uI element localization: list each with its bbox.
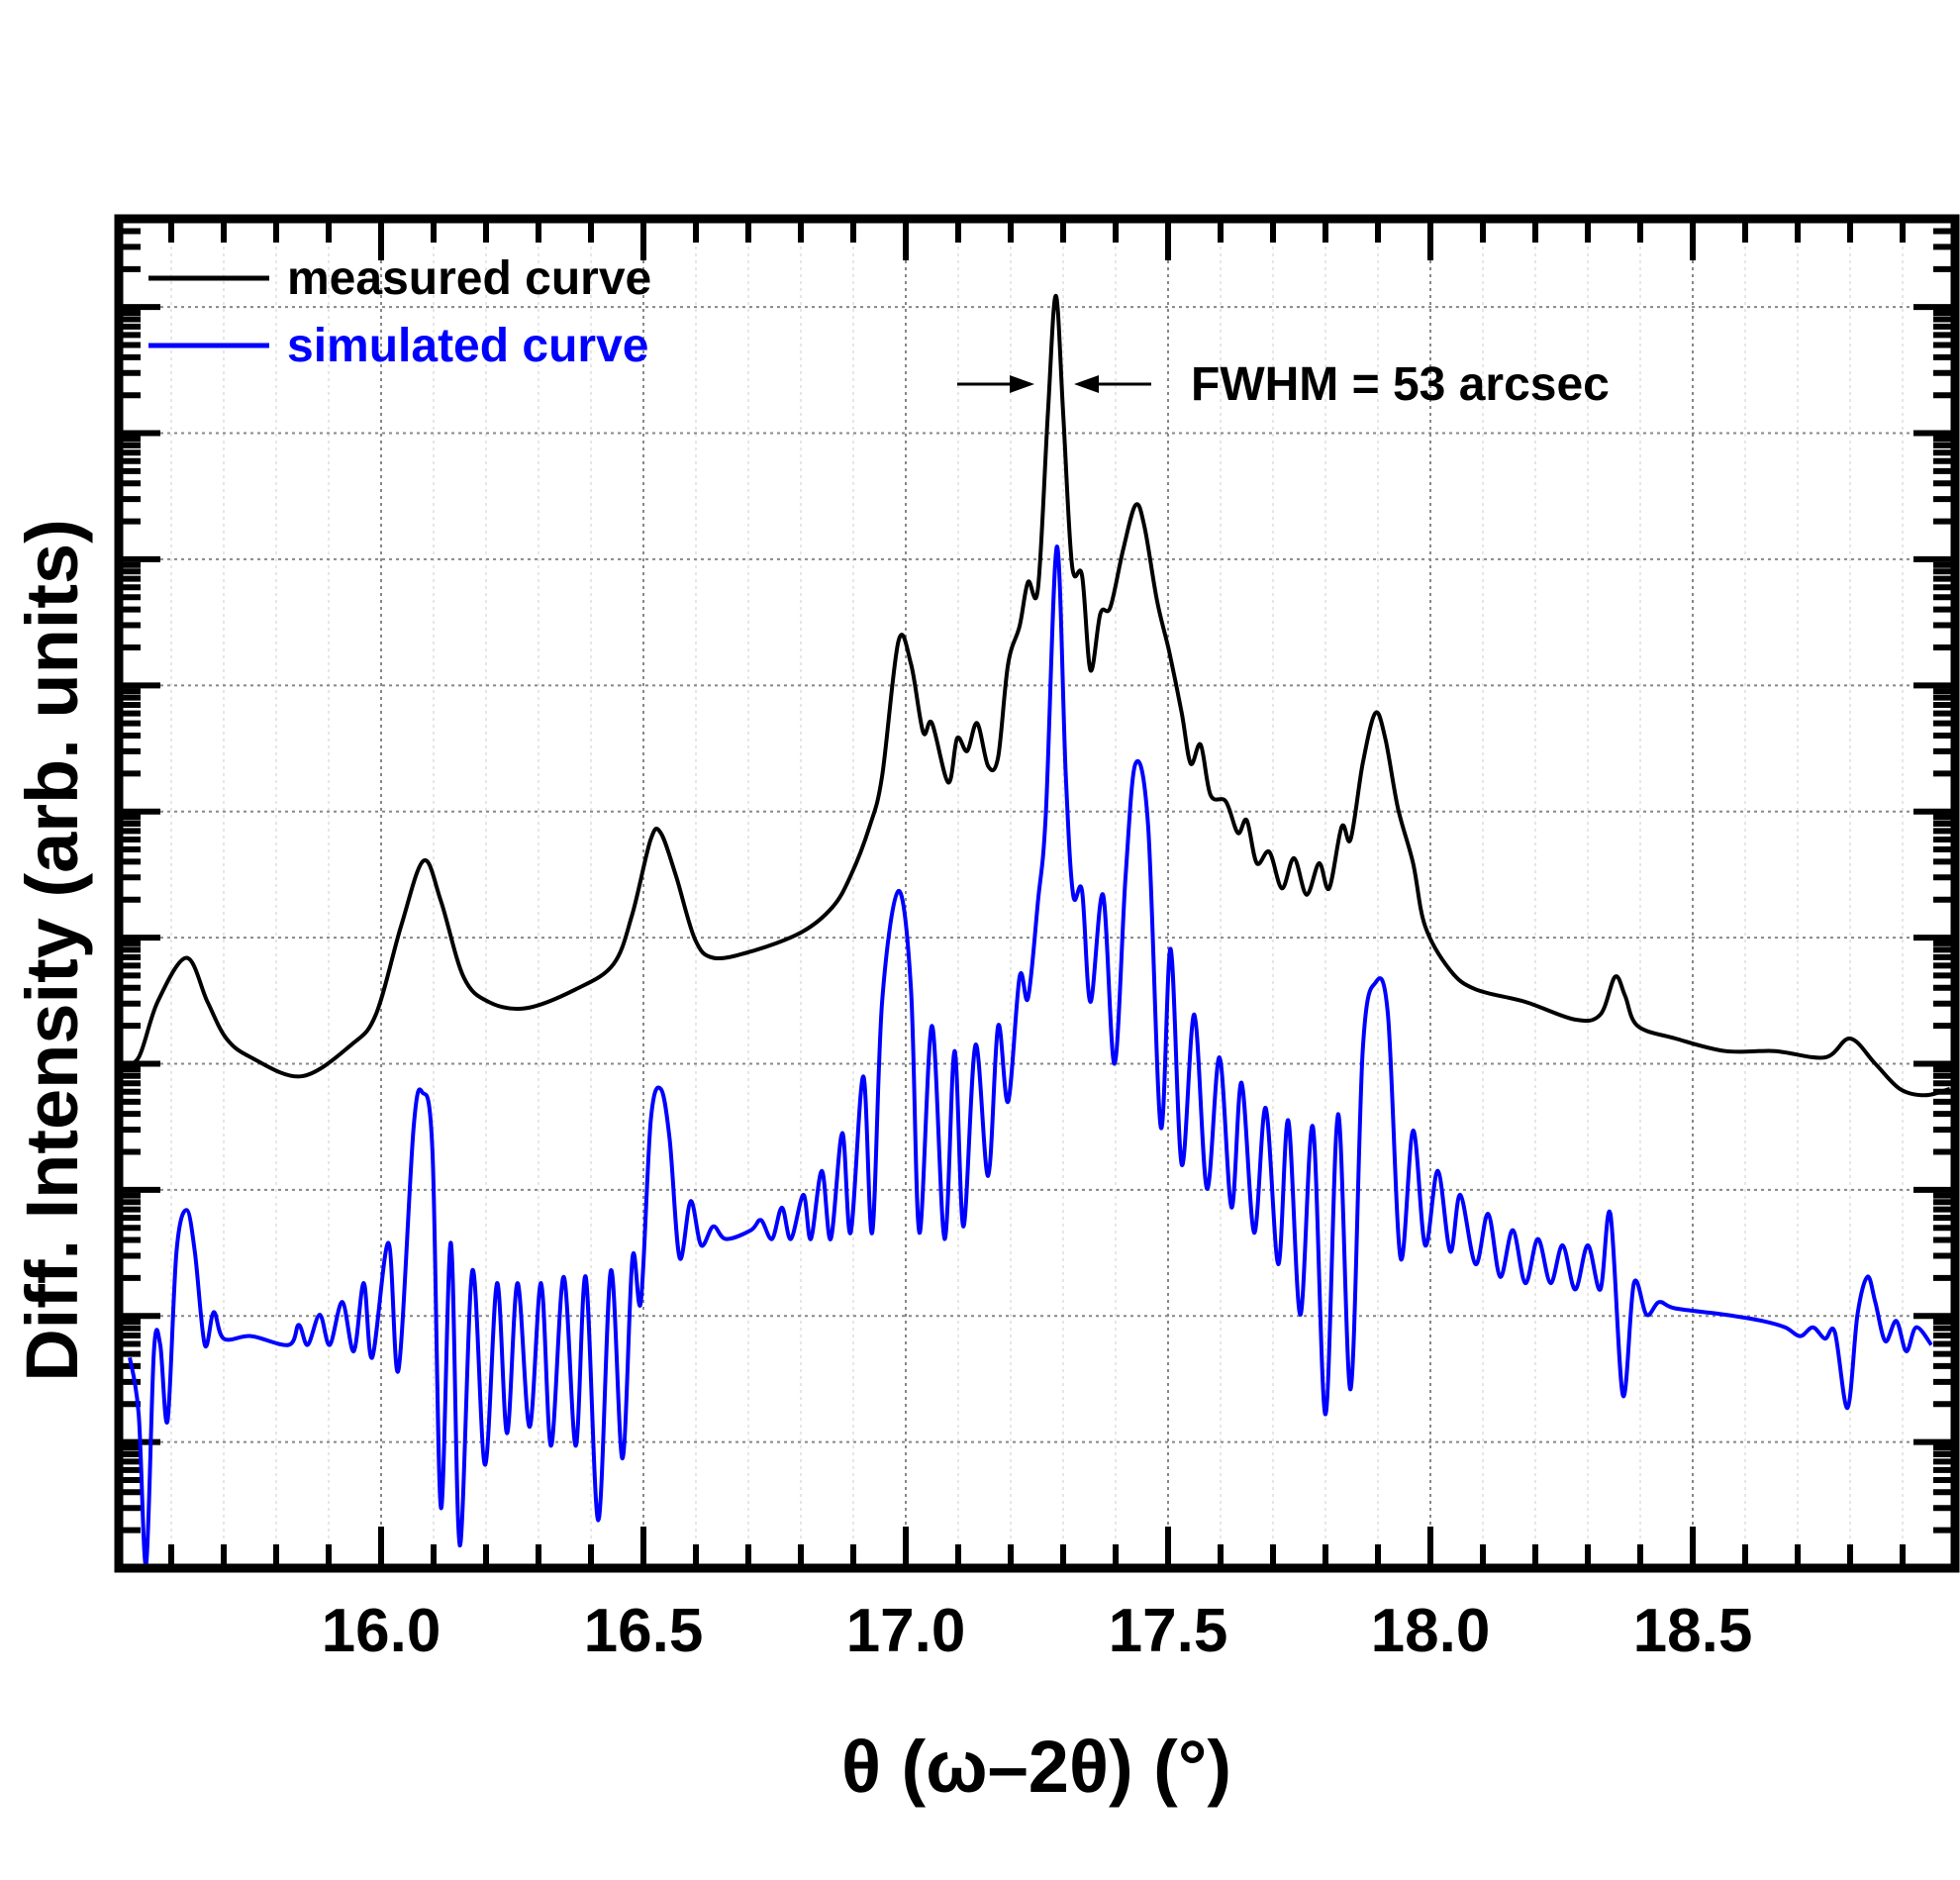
grid bbox=[118, 219, 1956, 1568]
series-layer bbox=[121, 293, 1951, 1567]
fwhm-annotation: FWHM = 53 arcsec bbox=[957, 358, 1610, 411]
x-axis-label: θ (ω–2θ) (°) bbox=[841, 1726, 1231, 1808]
fwhm-label: FWHM = 53 arcsec bbox=[1191, 358, 1610, 411]
x-tick-label: 18.0 bbox=[1371, 1597, 1491, 1665]
x-tick-labels: 16.0 16.5 17.0 17.5 18.0 18.5 bbox=[322, 1597, 1753, 1665]
x-tick-label: 16.5 bbox=[584, 1597, 704, 1665]
fwhm-arrowhead-right bbox=[1074, 375, 1099, 393]
x-tick-label: 16.0 bbox=[322, 1597, 441, 1665]
y-axis-label: Diff. Intensity (arb. units) bbox=[11, 519, 93, 1382]
simulated-curve-line bbox=[128, 544, 1933, 1567]
fwhm-arrowhead-left bbox=[1010, 375, 1034, 393]
x-tick-label: 17.5 bbox=[1109, 1597, 1228, 1665]
x-tick-label: 17.0 bbox=[846, 1597, 966, 1665]
legend: measured curve simulated curve bbox=[148, 252, 651, 372]
x-tick-label: 18.5 bbox=[1633, 1597, 1753, 1665]
measured-curve-line bbox=[121, 293, 1951, 1098]
plot-frame bbox=[114, 214, 1960, 1573]
legend-label-simulated: simulated curve bbox=[287, 320, 648, 372]
legend-label-measured: measured curve bbox=[287, 252, 651, 305]
